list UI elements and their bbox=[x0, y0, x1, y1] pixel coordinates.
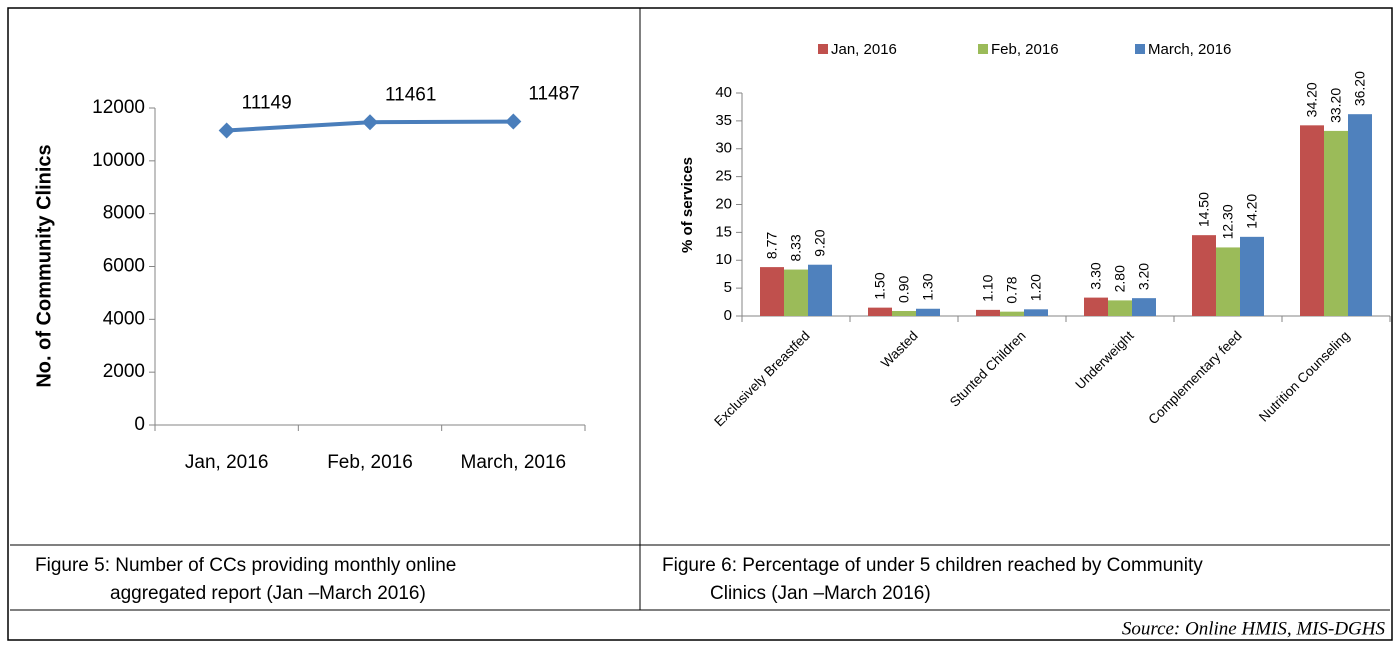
bar bbox=[1024, 309, 1048, 316]
x-tick-label: March, 2016 bbox=[461, 452, 567, 473]
x-tick-label: Jan, 2016 bbox=[185, 452, 268, 473]
x-tick-label: Complementary feed bbox=[1145, 328, 1244, 427]
bar bbox=[1132, 298, 1156, 316]
y-tick-label: 8000 bbox=[103, 203, 145, 224]
y-tick-label: 20 bbox=[715, 195, 732, 212]
bar bbox=[1108, 300, 1132, 316]
x-tick-label: Exclusively Breastfed bbox=[711, 328, 812, 429]
bar bbox=[760, 267, 784, 316]
data-label: 1.10 bbox=[980, 274, 996, 301]
y-tick-label: 40 bbox=[715, 84, 732, 101]
data-label: 8.33 bbox=[788, 234, 804, 261]
source: Source: Online HMIS, MIS-DGHS bbox=[1122, 618, 1386, 639]
figure-caption: Clinics (Jan –March 2016) bbox=[710, 583, 931, 604]
y-tick-label: 30 bbox=[715, 140, 732, 157]
legend-label: Jan, 2016 bbox=[831, 41, 897, 58]
y-tick-label: 5 bbox=[724, 279, 732, 296]
bar bbox=[1300, 125, 1324, 317]
y-tick-label: 10 bbox=[715, 251, 732, 268]
data-label: 8.77 bbox=[764, 232, 780, 259]
legend-swatch bbox=[818, 44, 828, 54]
outer-frame bbox=[7, 7, 1393, 641]
data-label: 3.20 bbox=[1136, 263, 1152, 290]
data-label: 11461 bbox=[385, 84, 436, 105]
data-label: 14.20 bbox=[1244, 194, 1260, 229]
data-label: 1.30 bbox=[920, 273, 936, 300]
data-label: 1.20 bbox=[1028, 274, 1044, 301]
y-tick-label: 6000 bbox=[103, 256, 145, 277]
bar bbox=[868, 307, 892, 316]
y-axis-label: % of services bbox=[679, 157, 696, 253]
bar bbox=[916, 308, 940, 316]
figure-caption: Figure 6: Percentage of under 5 children… bbox=[662, 555, 1203, 576]
y-tick-label: 0 bbox=[134, 414, 145, 435]
data-label: 11149 bbox=[242, 92, 292, 113]
bar bbox=[1240, 236, 1264, 316]
bar bbox=[1216, 247, 1240, 316]
legend-swatch bbox=[1135, 44, 1145, 54]
data-label: 9.20 bbox=[812, 229, 828, 256]
data-label: 36.20 bbox=[1352, 71, 1368, 106]
y-tick-label: 12000 bbox=[92, 97, 145, 118]
data-point bbox=[505, 113, 522, 130]
data-label: 11487 bbox=[528, 84, 579, 105]
data-label: 33.20 bbox=[1328, 88, 1344, 123]
bar bbox=[1084, 297, 1108, 316]
figure-caption: Figure 5: Number of CCs providing monthl… bbox=[35, 555, 456, 576]
x-tick-label: Nutrition Counseling bbox=[1256, 328, 1353, 425]
data-label: 3.30 bbox=[1088, 262, 1104, 289]
data-label: 12.30 bbox=[1220, 204, 1236, 239]
y-tick-label: 35 bbox=[715, 112, 732, 129]
legend-label: March, 2016 bbox=[1148, 41, 1231, 58]
data-label: 14.50 bbox=[1196, 192, 1212, 227]
legend-swatch bbox=[978, 44, 988, 54]
y-tick-label: 15 bbox=[715, 223, 732, 240]
y-tick-label: 4000 bbox=[103, 308, 145, 329]
x-tick-label: Underweight bbox=[1072, 328, 1136, 392]
bar bbox=[1192, 235, 1216, 316]
data-label: 34.20 bbox=[1304, 82, 1320, 117]
y-tick-label: 2000 bbox=[103, 361, 145, 382]
data-label: 1.50 bbox=[872, 272, 888, 299]
data-label: 0.90 bbox=[896, 276, 912, 303]
data-point bbox=[362, 114, 378, 131]
y-tick-label: 10000 bbox=[92, 150, 145, 171]
x-tick-label: Stunted Children bbox=[947, 328, 1029, 410]
bar bbox=[1000, 311, 1024, 316]
y-tick-label: 25 bbox=[715, 168, 732, 185]
y-axis-label: No. of Community Clinics bbox=[33, 144, 55, 387]
y-tick-label: 0 bbox=[724, 307, 732, 324]
bar bbox=[1324, 130, 1348, 316]
figure-caption: aggregated report (Jan –March 2016) bbox=[110, 583, 426, 604]
bar bbox=[1348, 114, 1372, 316]
x-tick-label: Wasted bbox=[878, 328, 921, 371]
legend-label: Feb, 2016 bbox=[991, 41, 1059, 58]
x-tick-label: Feb, 2016 bbox=[327, 452, 413, 473]
data-point bbox=[218, 122, 235, 139]
bar bbox=[976, 309, 1000, 316]
data-label: 2.80 bbox=[1112, 265, 1128, 292]
bar bbox=[808, 264, 832, 316]
data-label: 0.78 bbox=[1004, 276, 1020, 303]
bar bbox=[784, 269, 808, 316]
bar bbox=[892, 310, 916, 316]
